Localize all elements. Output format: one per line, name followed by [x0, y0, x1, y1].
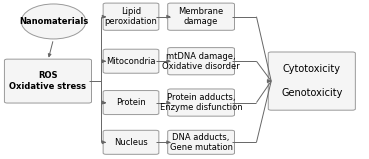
Text: Protein adducts,
Enzyme disfunction: Protein adducts, Enzyme disfunction	[160, 93, 242, 112]
FancyBboxPatch shape	[168, 3, 235, 30]
Text: Lipid
peroxidation: Lipid peroxidation	[104, 7, 158, 26]
Text: Nucleus: Nucleus	[114, 138, 148, 147]
FancyBboxPatch shape	[103, 3, 159, 30]
Text: Cytotoxicity

Genotoxicity: Cytotoxicity Genotoxicity	[281, 65, 342, 98]
FancyBboxPatch shape	[268, 52, 355, 110]
FancyBboxPatch shape	[4, 59, 92, 103]
FancyBboxPatch shape	[103, 49, 159, 73]
FancyBboxPatch shape	[168, 89, 235, 116]
Text: Membrane
damage: Membrane damage	[179, 7, 224, 26]
FancyBboxPatch shape	[103, 90, 159, 114]
FancyBboxPatch shape	[168, 130, 235, 154]
FancyBboxPatch shape	[168, 48, 235, 75]
Text: DNA adducts,
Gene mutation: DNA adducts, Gene mutation	[170, 133, 232, 152]
Text: ROS
Oxidative stress: ROS Oxidative stress	[10, 71, 86, 91]
Text: Nanomaterials: Nanomaterials	[19, 17, 88, 26]
Text: mtDNA damage,
Oxidative disorder: mtDNA damage, Oxidative disorder	[162, 52, 240, 71]
Ellipse shape	[21, 4, 86, 39]
Text: Mitocondria: Mitocondria	[106, 57, 156, 66]
Text: Protein: Protein	[116, 98, 146, 107]
FancyBboxPatch shape	[103, 130, 159, 154]
